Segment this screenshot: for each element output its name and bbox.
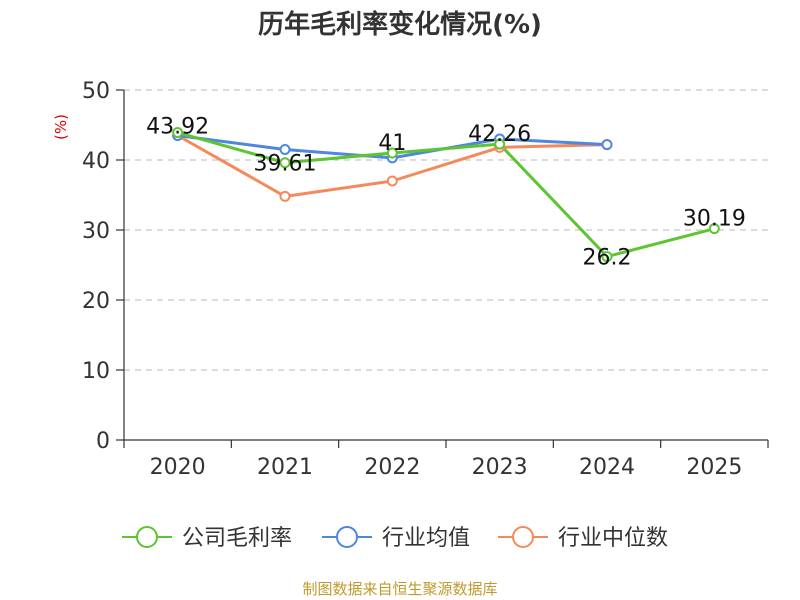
legend-label: 行业中位数	[558, 526, 668, 551]
grid-lines	[124, 89, 768, 371]
data-point	[172, 127, 184, 139]
legend-marker	[336, 526, 358, 548]
legend-label: 公司毛利率	[182, 526, 292, 551]
data-point	[386, 147, 398, 159]
data-label: 26.2	[583, 246, 632, 271]
x-tick-label: 2024	[579, 455, 635, 480]
x-tick-label: 2023	[472, 455, 528, 480]
data-point	[601, 139, 613, 151]
x-tick-label: 2025	[686, 455, 742, 480]
axes: 0 10 20 30 40 50 2020 2021 2022 2023 2024 2025	[82, 79, 769, 480]
data-label: 43.92	[146, 115, 209, 140]
data-point	[386, 175, 398, 187]
y-tick-label: 30	[82, 219, 110, 244]
legend-label: 行业均值	[382, 526, 470, 551]
y-tick-label: 50	[82, 79, 110, 104]
x-tick-label: 2022	[364, 455, 420, 480]
data-label: 30.19	[683, 207, 746, 232]
data-point	[494, 138, 506, 150]
data-point	[279, 144, 291, 155]
chart-title: 历年毛利率变化情况(%)	[258, 9, 542, 40]
y-tick-label: 40	[82, 149, 110, 174]
y-axis-label: (%)	[52, 114, 70, 140]
data-point	[279, 157, 291, 169]
data-label: 39.61	[254, 152, 317, 177]
series-points	[172, 127, 720, 263]
legend: 公司毛利率 行业均值 行业中位数	[122, 526, 668, 551]
series-line	[177, 131, 715, 259]
data-point	[601, 251, 613, 263]
source-note: 制图数据来自恒生聚源数据库	[302, 580, 497, 598]
y-tick-label: 20	[82, 289, 110, 314]
x-tick-label: 2020	[150, 455, 206, 480]
data-label: 41	[378, 131, 406, 156]
x-tick-label: 2021	[257, 455, 313, 480]
legend-marker	[512, 526, 534, 548]
data-point	[708, 223, 720, 235]
data-label: 42.26	[468, 122, 531, 147]
legend-marker	[136, 526, 158, 548]
y-tick-label: 10	[82, 359, 110, 384]
y-tick-label: 0	[96, 429, 110, 454]
data-point	[279, 190, 291, 202]
data-labels: 43.92 39.61 41 42.26 26.2 30.19	[146, 115, 746, 271]
